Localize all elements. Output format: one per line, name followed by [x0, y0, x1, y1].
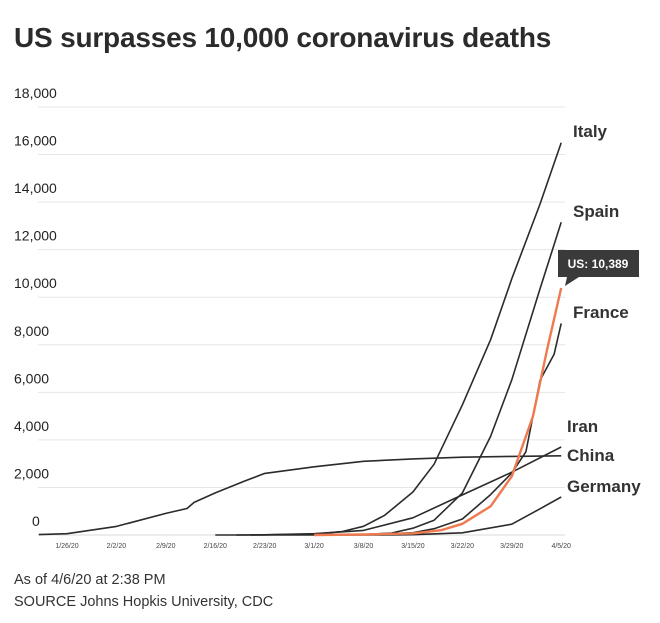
y-tick-label: 18,000 — [14, 85, 57, 101]
x-tick-label: 2/16/20 — [204, 543, 227, 550]
source-note: SOURCE Johns Hopkis University, CDC — [14, 594, 274, 610]
y-tick-label: 14,000 — [14, 180, 57, 196]
series-label-france: France — [573, 303, 629, 322]
y-tick-label: 12,000 — [14, 228, 57, 244]
x-tick-label: 1/26/20 — [55, 543, 78, 550]
x-tick-label: 3/22/20 — [451, 543, 474, 550]
x-tick-label: 3/1/20 — [304, 543, 324, 550]
y-tick-label: 4,000 — [14, 418, 49, 434]
callout-box — [558, 250, 639, 286]
series-label-italy: Italy — [573, 122, 608, 141]
callout-text: US: 10,389 — [568, 257, 629, 271]
x-tick-label: 3/29/20 — [500, 543, 523, 550]
series-label-china: China — [567, 446, 615, 465]
as-of-note: As of 4/6/20 at 2:38 PM — [14, 572, 166, 588]
x-tick-label: 2/23/20 — [253, 543, 276, 550]
x-tick-label: 2/9/20 — [156, 543, 176, 550]
x-tick-label: 4/5/20 — [551, 543, 571, 550]
series-label-iran: Iran — [567, 417, 598, 436]
series-line-germany — [215, 496, 562, 536]
y-tick-label: 8,000 — [14, 323, 49, 339]
chart-title: US surpasses 10,000 coronavirus deaths — [14, 22, 552, 53]
x-tick-label: 3/8/20 — [354, 543, 374, 550]
y-tick-label: 16,000 — [14, 133, 57, 149]
series-label-spain: Spain — [573, 202, 619, 221]
series-line-china — [38, 455, 562, 536]
y-tick-label: 10,000 — [14, 275, 57, 291]
series-line-spain — [328, 222, 562, 536]
x-tick-label: 2/2/20 — [107, 543, 127, 550]
x-tick-label: 3/15/20 — [401, 543, 424, 550]
series-line-us — [314, 287, 563, 537]
y-tick-label: 2,000 — [14, 465, 49, 481]
series-line-italy — [250, 142, 562, 536]
series-label-germany: Germany — [567, 477, 641, 496]
y-tick-label: 6,000 — [14, 370, 49, 386]
series-line-france — [314, 323, 562, 536]
y-tick-label: 0 — [32, 513, 40, 529]
